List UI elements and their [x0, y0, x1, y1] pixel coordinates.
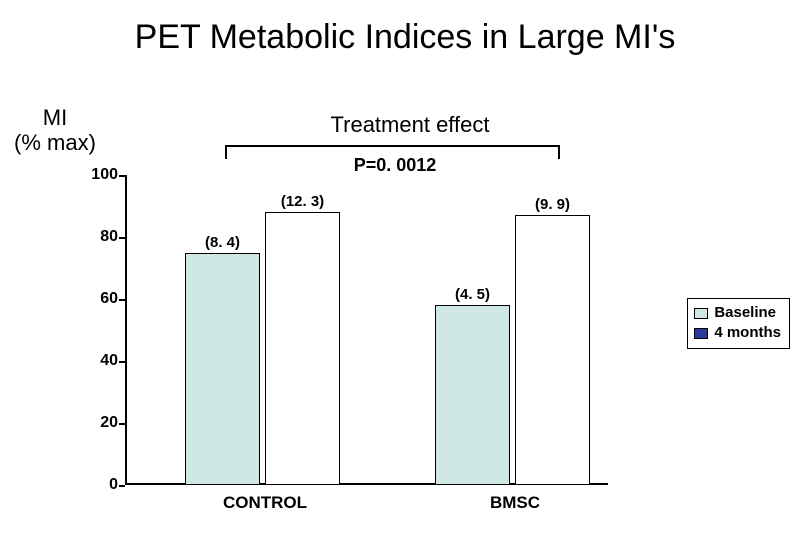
category-label: CONTROL — [223, 493, 307, 513]
ylabel-line2: (% max) — [14, 130, 96, 155]
treatment-effect-label: Treatment effect — [260, 112, 560, 138]
bar-annotation: (8. 4) — [205, 234, 240, 251]
bar — [435, 305, 510, 485]
legend: Baseline 4 months — [687, 298, 790, 349]
y-tick-label: 60 — [80, 290, 118, 308]
ylabel-line1: MI — [43, 105, 67, 130]
y-tick — [119, 485, 125, 487]
y-tick-label: 80 — [80, 228, 118, 246]
y-tick — [119, 237, 125, 239]
legend-item-4months: 4 months — [694, 323, 781, 343]
bar-annotation: (4. 5) — [455, 286, 490, 303]
legend-item-baseline: Baseline — [694, 303, 781, 323]
p-value-label: P=0. 0012 — [300, 155, 490, 176]
y-tick-label: 40 — [80, 352, 118, 370]
bar — [515, 215, 590, 485]
y-tick — [119, 175, 125, 177]
y-tick-label: 100 — [80, 166, 118, 184]
y-tick — [119, 361, 125, 363]
bar — [185, 253, 260, 486]
bar-chart: 020406080100(8. 4)(12. 3)CONTROL(4. 5)(9… — [125, 175, 608, 485]
legend-label-baseline: Baseline — [714, 303, 776, 323]
legend-swatch-baseline — [694, 308, 708, 319]
legend-label-4months: 4 months — [714, 323, 781, 343]
y-tick-label: 20 — [80, 414, 118, 432]
y-tick-label: 0 — [80, 476, 118, 494]
category-label: BMSC — [490, 493, 540, 513]
bar-annotation: (9. 9) — [535, 196, 570, 213]
legend-swatch-4months — [694, 328, 708, 339]
bar — [265, 212, 340, 485]
y-axis — [125, 175, 127, 485]
y-axis-label: MI (% max) — [0, 105, 110, 156]
bar-annotation: (12. 3) — [281, 193, 324, 210]
y-tick — [119, 299, 125, 301]
page-title: PET Metabolic Indices in Large MI's — [0, 18, 810, 57]
y-tick — [119, 423, 125, 425]
